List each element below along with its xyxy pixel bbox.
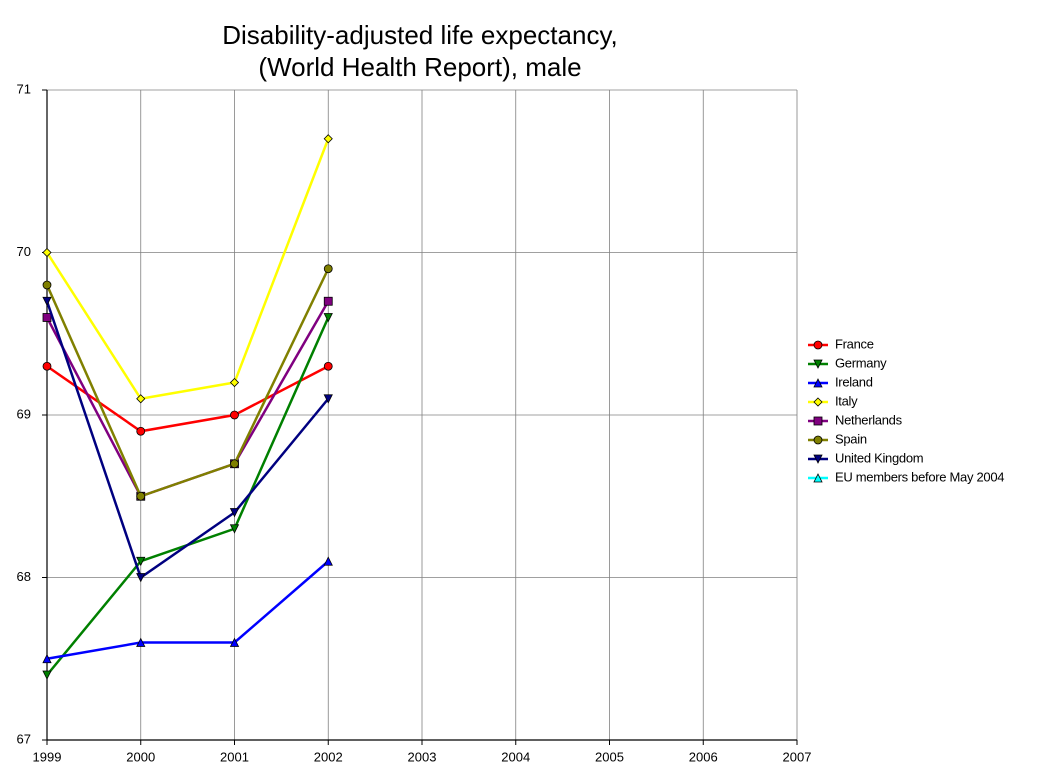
y-tick-label: 70 (17, 244, 31, 259)
marker (229, 637, 240, 647)
x-tick-label: 2006 (689, 749, 718, 764)
legend-marker (813, 378, 823, 388)
marker (42, 280, 52, 290)
legend-label: Spain (835, 431, 867, 446)
legend-label: Netherlands (835, 412, 903, 427)
legend-label: Italy (835, 393, 858, 408)
legend-marker (813, 397, 823, 407)
x-tick-label: 1999 (33, 749, 62, 764)
marker (136, 556, 146, 567)
series-line (45, 138, 330, 401)
legend-marker (813, 416, 823, 426)
x-tick-label: 2000 (126, 749, 155, 764)
marker (136, 637, 146, 647)
chart-title: (World Health Report), male (258, 52, 581, 82)
legend-marker (813, 454, 823, 464)
marker (323, 394, 333, 404)
y-tick-label: 71 (17, 81, 31, 96)
series-line (45, 300, 330, 580)
marker (136, 394, 146, 404)
legend-label: France (835, 336, 874, 351)
series-line (46, 316, 330, 676)
marker (136, 491, 146, 501)
legend-label: United Kingdom (835, 450, 923, 465)
legend-marker (813, 473, 823, 483)
marker (42, 361, 52, 371)
x-tick-label: 2001 (220, 749, 249, 764)
marker (229, 377, 240, 388)
marker (229, 524, 240, 534)
marker (323, 313, 333, 323)
marker (42, 670, 52, 680)
legend-marker (813, 359, 823, 369)
series-line (46, 560, 330, 660)
legend-label: Germany (835, 355, 887, 370)
y-tick-label: 68 (17, 569, 31, 584)
marker (323, 556, 333, 566)
legend-marker (813, 340, 823, 350)
marker (42, 296, 52, 307)
marker (230, 410, 239, 420)
x-tick-label: 2007 (783, 749, 812, 764)
legend-marker (813, 435, 823, 445)
y-tick-label: 67 (17, 731, 31, 746)
marker (42, 313, 52, 322)
x-tick-label: 2004 (501, 749, 530, 764)
y-tick-label: 69 (17, 406, 31, 421)
marker (42, 247, 52, 258)
marker (229, 508, 240, 518)
legend-label: EU members before May 2004 (835, 469, 1004, 484)
x-tick-label: 2002 (314, 749, 343, 764)
marker (42, 653, 52, 664)
x-tick-label: 2003 (408, 749, 437, 764)
series-line (45, 300, 330, 498)
marker (323, 134, 333, 144)
x-tick-label: 2005 (595, 749, 624, 764)
series-line (46, 365, 329, 433)
legend-label: Ireland (835, 374, 873, 389)
marker (230, 459, 239, 469)
marker (323, 361, 333, 371)
marker (323, 296, 333, 306)
marker (136, 573, 146, 583)
chart-title: Disability-adjusted life expectancy, (222, 20, 617, 50)
marker (323, 264, 333, 274)
series-line (45, 268, 330, 498)
marker (136, 426, 146, 436)
